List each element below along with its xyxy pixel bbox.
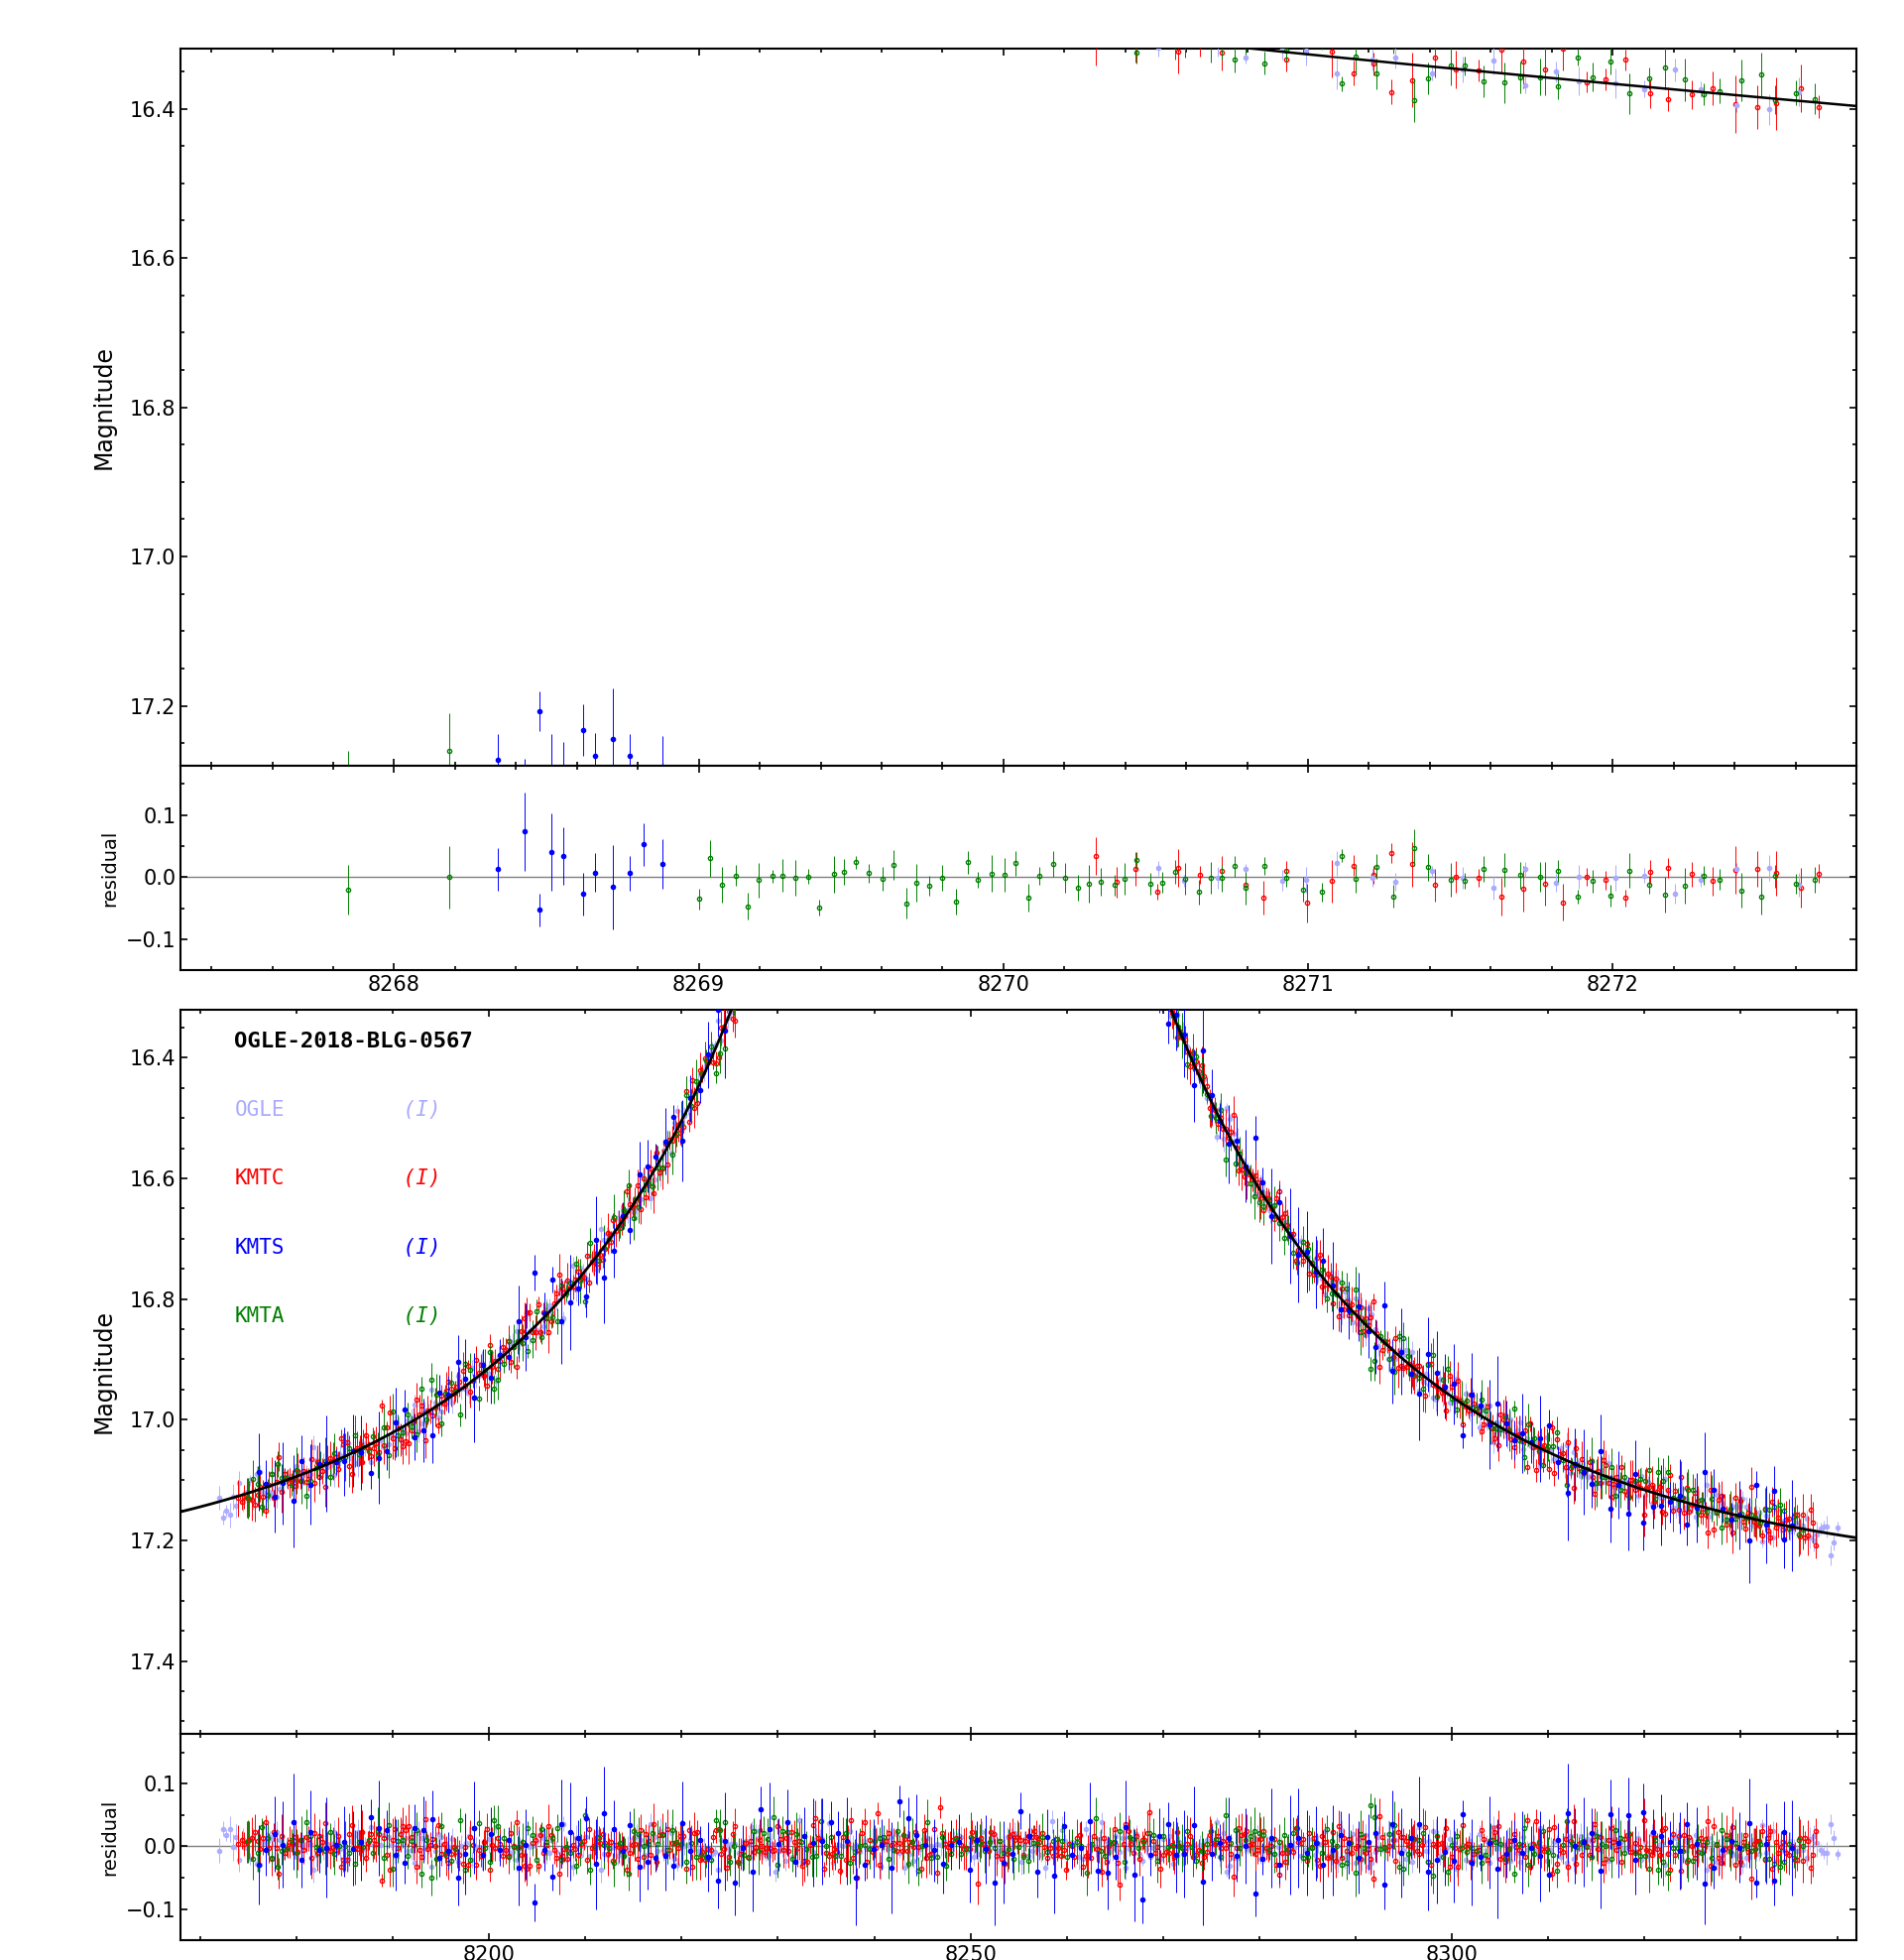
Y-axis label: Magnitude: Magnitude <box>91 1309 116 1433</box>
Y-axis label: Magnitude: Magnitude <box>91 345 116 468</box>
Text: (I): (I) <box>390 1305 440 1327</box>
Text: OGLE: OGLE <box>234 1100 284 1119</box>
Text: (I): (I) <box>390 1168 440 1188</box>
Text: OGLE-2018-BLG-0567: OGLE-2018-BLG-0567 <box>234 1031 474 1051</box>
Text: KMTA: KMTA <box>234 1305 284 1327</box>
Text: KMTC: KMTC <box>234 1168 284 1188</box>
Text: (I): (I) <box>390 1237 440 1256</box>
Text: KMTS: KMTS <box>234 1237 284 1256</box>
Y-axis label: residual: residual <box>101 1799 118 1876</box>
Y-axis label: residual: residual <box>101 829 118 906</box>
Text: (I): (I) <box>390 1100 440 1119</box>
